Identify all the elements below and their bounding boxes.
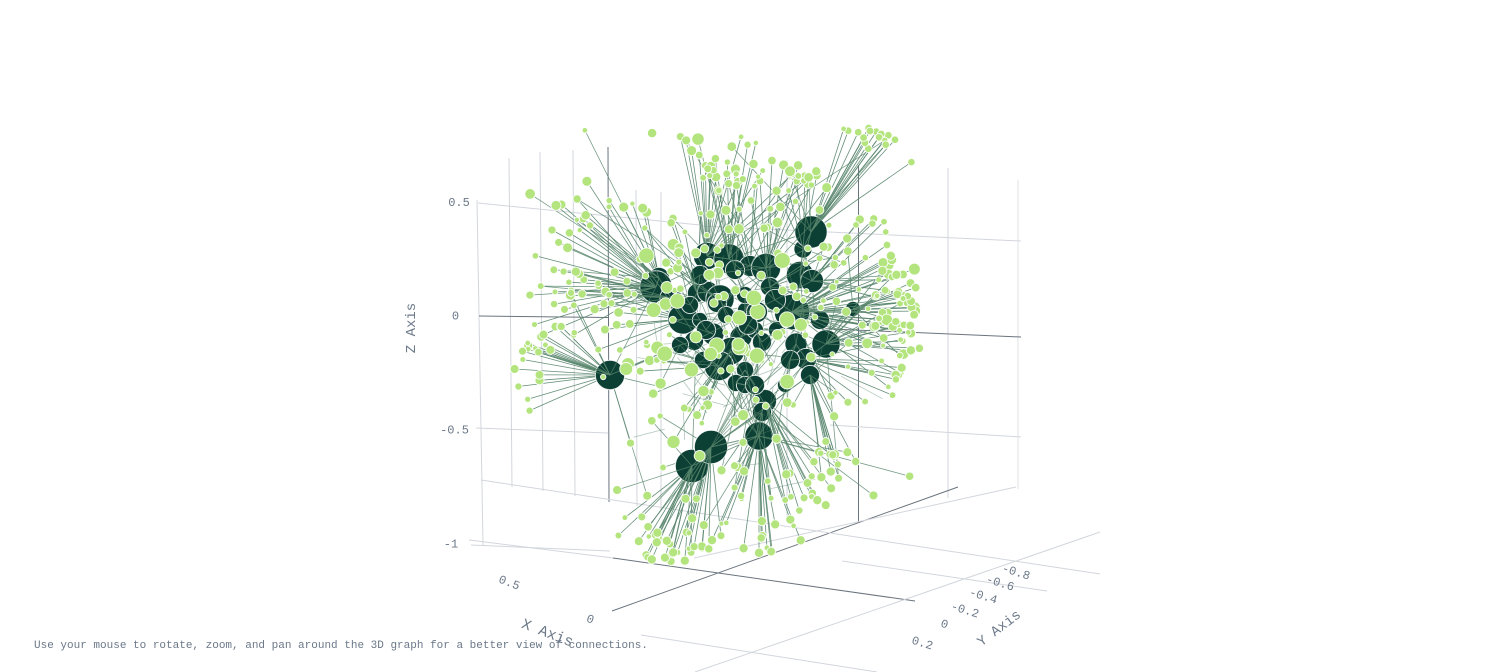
- svg-text:Z Axis: Z Axis: [404, 303, 420, 353]
- svg-text:0: 0: [452, 310, 459, 324]
- svg-text:Use your mouse to rotate, zoom: Use your mouse to rotate, zoom, and pan …: [34, 640, 648, 652]
- svg-text:-0.5: -0.5: [440, 424, 469, 438]
- svg-text:-1: -1: [444, 538, 458, 552]
- svg-text:0.5: 0.5: [448, 196, 470, 210]
- svg-text:0.2: 0.2: [910, 634, 935, 654]
- svg-text:0: 0: [939, 617, 950, 632]
- svg-text:0: 0: [584, 612, 596, 628]
